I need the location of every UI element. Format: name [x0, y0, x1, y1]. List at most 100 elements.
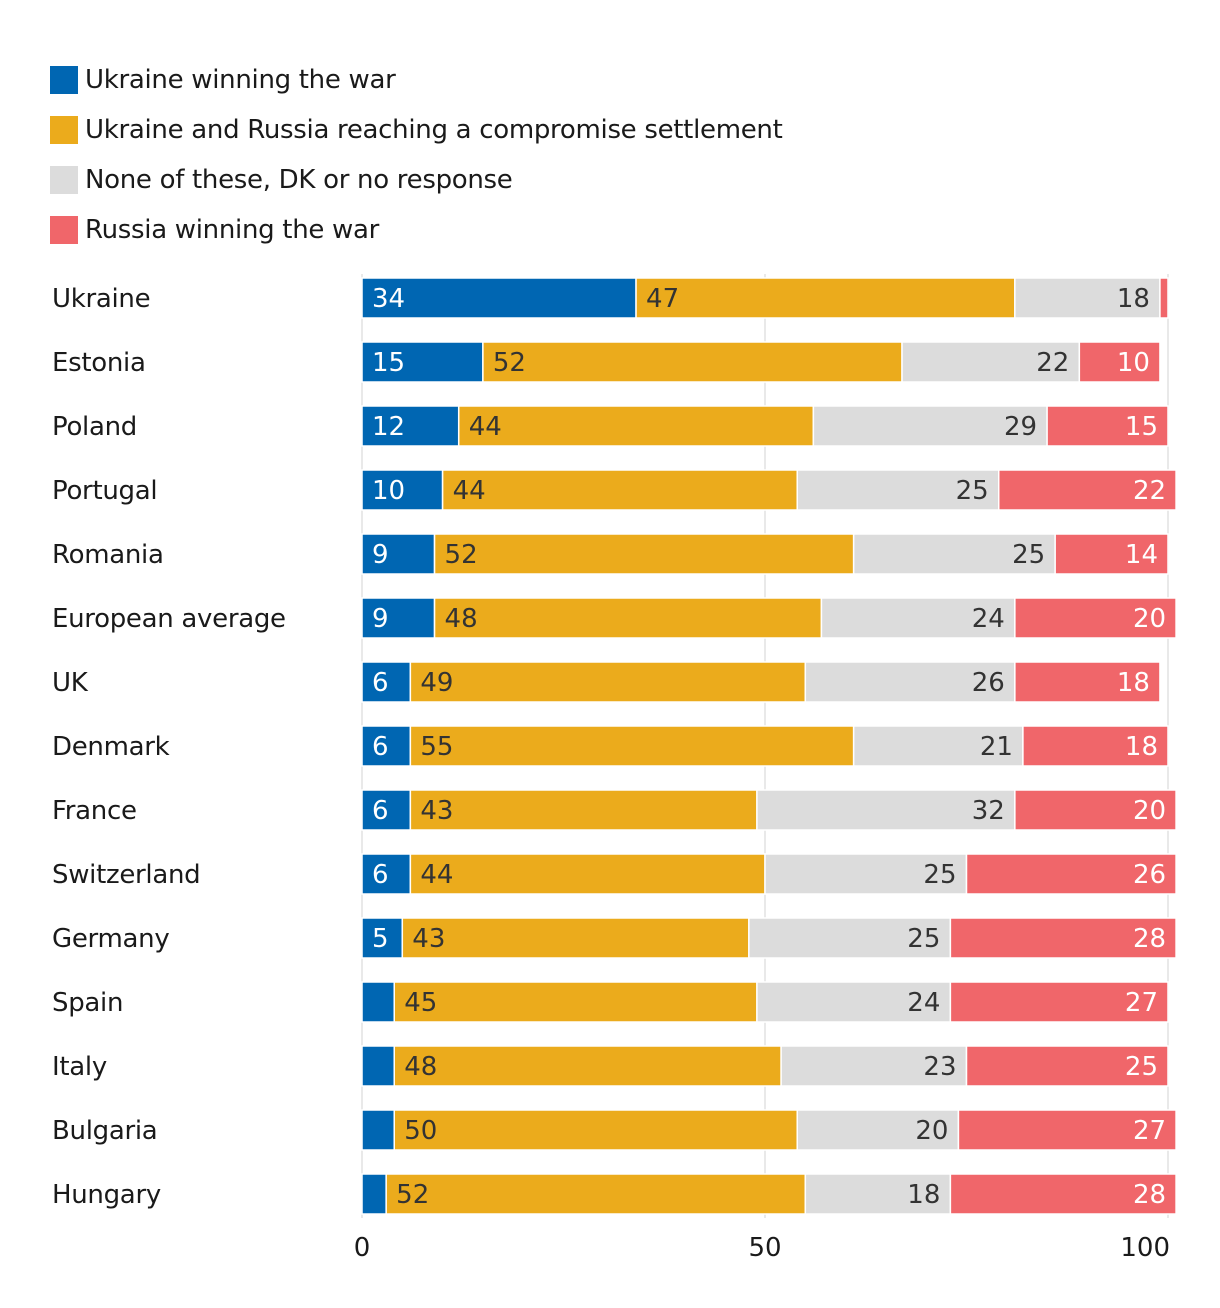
legend-item: Russia winning the war: [50, 205, 783, 255]
data-label: 12: [372, 412, 405, 442]
data-label: 52: [493, 348, 526, 378]
data-label: 10: [372, 476, 405, 506]
category-label: Poland: [52, 412, 137, 442]
bar-segment: [812, 405, 1048, 447]
category-label: Estonia: [52, 348, 146, 378]
data-label: 22: [1133, 476, 1166, 506]
bar-segment: [361, 341, 484, 383]
bar-segment: [433, 533, 855, 575]
data-label: 9: [372, 540, 389, 570]
data-label: 45: [404, 988, 437, 1018]
category-label: Hungary: [52, 1180, 161, 1210]
data-label: 27: [1125, 988, 1158, 1018]
category-label: Bulgaria: [52, 1116, 157, 1146]
legend-swatch: [50, 66, 78, 94]
category-label: Denmark: [52, 732, 170, 762]
data-label: 55: [420, 732, 453, 762]
data-label: 6: [372, 732, 389, 762]
legend-swatch: [50, 166, 78, 194]
data-label: 10: [1117, 348, 1150, 378]
bar-segment: [901, 341, 1081, 383]
legend-label: Ukraine and Russia reaching a compromise…: [85, 115, 783, 145]
data-label: 23: [923, 1052, 956, 1082]
bar-segment: [385, 1173, 807, 1215]
bar-segment: [393, 1045, 782, 1087]
bar-segment: [1014, 789, 1177, 831]
data-label: 27: [1133, 1116, 1166, 1146]
bar-segment: [409, 789, 758, 831]
bar-segment: [949, 981, 1169, 1023]
legend-label: None of these, DK or no response: [85, 165, 513, 195]
data-label: 25: [1012, 540, 1045, 570]
bar-segment: [997, 469, 1177, 511]
bar-segment: [756, 789, 1016, 831]
legend-swatch: [50, 216, 78, 244]
data-label: 14: [1125, 540, 1158, 570]
data-label: 20: [1133, 796, 1166, 826]
bar-segment: [361, 725, 412, 767]
bar-segment: [457, 405, 815, 447]
data-label: 6: [372, 668, 389, 698]
bar-segment: [1022, 725, 1169, 767]
data-label: 22: [1036, 348, 1069, 378]
data-label: 26: [972, 668, 1005, 698]
bar-segment: [1054, 533, 1169, 575]
bar-segment: [949, 917, 1177, 959]
data-label: 15: [372, 348, 405, 378]
data-label: 50: [404, 1116, 437, 1146]
legend-label: Ukraine winning the war: [85, 65, 396, 95]
legend-item: Ukraine winning the war: [50, 55, 783, 105]
data-label: 32: [972, 796, 1005, 826]
data-label: 34: [372, 284, 405, 314]
bar-segment: [796, 469, 1000, 511]
bar-segment: [401, 917, 750, 959]
bar-segment: [361, 917, 404, 959]
category-label: Spain: [52, 988, 123, 1018]
data-label: 20: [1133, 604, 1166, 634]
category-label: Germany: [52, 924, 169, 954]
bar-segment: [361, 469, 444, 511]
data-label: 25: [923, 860, 956, 890]
bar-segment: [361, 789, 412, 831]
bar-segment: [965, 853, 1177, 895]
data-label: 28: [1133, 1180, 1166, 1210]
data-label: 20: [915, 1116, 948, 1146]
data-label: 9: [372, 604, 389, 634]
bar-segment: [957, 1109, 1177, 1151]
category-label: European average: [52, 604, 286, 634]
data-label: 18: [1117, 668, 1150, 698]
bar-segment: [965, 1045, 1169, 1087]
data-label: 15: [1125, 412, 1158, 442]
data-label: 44: [420, 860, 453, 890]
data-label: 24: [972, 604, 1005, 634]
bar-segment: [1159, 277, 1169, 319]
data-label: 29: [1004, 412, 1037, 442]
bar-segment: [852, 533, 1056, 575]
bar-segment: [361, 1109, 395, 1151]
category-label: Romania: [52, 540, 164, 570]
bar-segment: [441, 469, 798, 511]
legend-label: Russia winning the war: [85, 215, 380, 245]
category-label: Switzerland: [52, 860, 200, 890]
bar-segment: [393, 981, 758, 1023]
data-label: 25: [1125, 1052, 1158, 1082]
bar-segment: [361, 981, 395, 1023]
bar-segment: [635, 277, 1016, 319]
data-label: 47: [646, 284, 679, 314]
data-label: 25: [907, 924, 940, 954]
data-label: 52: [396, 1180, 429, 1210]
bar-segment: [1014, 597, 1177, 639]
data-label: 43: [420, 796, 453, 826]
data-label: 18: [907, 1180, 940, 1210]
legend-item: Ukraine and Russia reaching a compromise…: [50, 105, 783, 155]
data-label: 6: [372, 796, 389, 826]
data-label: 25: [956, 476, 989, 506]
data-label: 6: [372, 860, 389, 890]
data-label: 28: [1133, 924, 1166, 954]
data-label: 21: [980, 732, 1013, 762]
bar-segment: [852, 725, 1024, 767]
bar-segment: [409, 661, 807, 703]
x-tick-label: 50: [748, 1233, 781, 1263]
bar-segment: [949, 1173, 1177, 1215]
